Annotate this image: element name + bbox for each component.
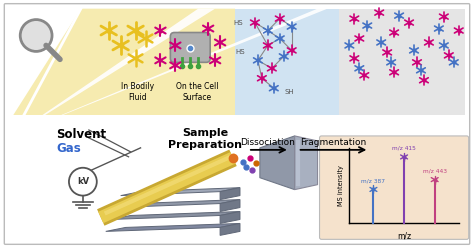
Text: SH: SH	[285, 89, 294, 95]
Polygon shape	[220, 188, 240, 200]
Polygon shape	[235, 9, 339, 115]
Text: On the Cell
Surface: On the Cell Surface	[176, 82, 219, 102]
Polygon shape	[295, 136, 318, 190]
Text: m/z 415: m/z 415	[392, 146, 416, 151]
Polygon shape	[13, 9, 215, 135]
FancyBboxPatch shape	[319, 136, 469, 239]
Text: m/z 387: m/z 387	[362, 179, 385, 184]
Polygon shape	[339, 9, 465, 115]
Polygon shape	[106, 223, 240, 231]
Polygon shape	[13, 9, 235, 115]
Polygon shape	[13, 9, 328, 135]
Text: HS: HS	[235, 49, 245, 55]
Polygon shape	[121, 188, 240, 196]
Text: In Bodily
Fluid: In Bodily Fluid	[121, 82, 154, 102]
Text: HS: HS	[233, 20, 243, 26]
Text: MS intensity: MS intensity	[338, 165, 345, 206]
FancyBboxPatch shape	[4, 4, 470, 244]
Text: kV: kV	[77, 177, 89, 186]
Circle shape	[69, 168, 97, 196]
Text: Dissociation: Dissociation	[240, 138, 295, 147]
Polygon shape	[220, 200, 240, 212]
Polygon shape	[220, 212, 240, 223]
Polygon shape	[220, 223, 240, 235]
Text: Fragmentation: Fragmentation	[301, 138, 366, 147]
Polygon shape	[111, 212, 240, 219]
Text: Solvent: Solvent	[56, 128, 106, 141]
Polygon shape	[116, 200, 240, 208]
Text: Gas: Gas	[56, 142, 81, 155]
Bar	[13, 115, 465, 239]
Text: m/z: m/z	[397, 231, 411, 240]
FancyBboxPatch shape	[170, 32, 210, 62]
Text: m/z 443: m/z 443	[423, 169, 447, 174]
Circle shape	[20, 20, 52, 51]
Text: Sample
Preparation: Sample Preparation	[168, 128, 242, 150]
Polygon shape	[260, 136, 295, 190]
